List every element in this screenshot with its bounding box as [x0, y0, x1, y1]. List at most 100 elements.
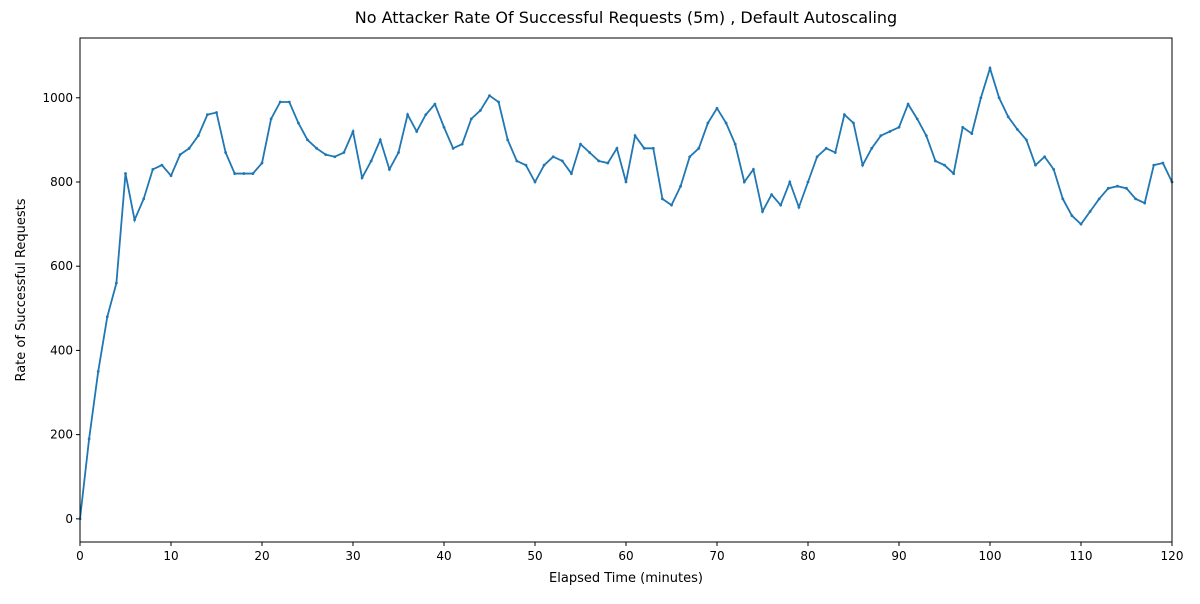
data-point: [888, 130, 892, 133]
data-point: [278, 100, 282, 104]
data-point: [1134, 197, 1137, 201]
data-point: [970, 132, 974, 135]
data-point: [715, 106, 719, 110]
data-point: [770, 193, 773, 197]
data-point: [215, 111, 218, 114]
data-point: [1143, 201, 1147, 205]
x-tick-label: 0: [76, 549, 84, 563]
data-point: [1116, 184, 1119, 188]
data-point: [1088, 210, 1092, 213]
data-point: [551, 155, 555, 159]
data-point: [1070, 214, 1074, 218]
data-point: [451, 146, 455, 150]
data-point: [542, 163, 546, 167]
data-point: [160, 163, 164, 167]
data-point: [924, 134, 928, 138]
data-point: [870, 146, 874, 150]
data-point: [943, 163, 946, 167]
data-point: [369, 159, 373, 163]
data-point: [351, 130, 355, 133]
data-point: [424, 113, 428, 117]
data-line: [79, 65, 1173, 519]
data-point: [442, 125, 446, 129]
data-point: [752, 167, 755, 171]
y-tick-label: 1000: [42, 91, 73, 105]
data-point: [833, 151, 837, 154]
data-point: [988, 66, 992, 70]
data-point: [815, 155, 819, 159]
data-point: [779, 203, 783, 207]
y-tick-label: 800: [50, 175, 73, 189]
x-tick-label: 100: [979, 549, 1002, 563]
data-point: [897, 125, 901, 129]
data-point: [415, 130, 419, 133]
data-point: [242, 172, 246, 175]
data-point: [151, 167, 155, 171]
data-point: [906, 102, 910, 106]
data-point: [597, 159, 601, 163]
data-point: [433, 102, 437, 106]
data-point: [806, 180, 810, 184]
data-point: [306, 138, 309, 142]
data-point: [142, 197, 146, 201]
y-tick-label: 400: [50, 343, 73, 357]
data-point: [615, 146, 619, 150]
data-point: [570, 172, 573, 175]
data-point: [169, 174, 173, 178]
data-point: [469, 117, 473, 121]
data-point: [1043, 155, 1046, 159]
data-point: [843, 113, 846, 117]
data-point: [1006, 115, 1010, 119]
x-tick-label: 30: [345, 549, 360, 563]
data-point: [342, 151, 346, 154]
data-point: [706, 121, 710, 125]
data-point: [642, 146, 646, 150]
data-point: [651, 146, 655, 150]
data-point: [761, 210, 764, 213]
x-tick-label: 80: [800, 549, 815, 563]
data-point: [87, 437, 91, 441]
data-point: [670, 203, 673, 207]
x-tick-label: 50: [527, 549, 542, 563]
data-point: [742, 180, 746, 184]
data-point: [378, 138, 382, 142]
data-point: [879, 134, 883, 138]
data-point: [515, 159, 519, 163]
data-point: [688, 155, 692, 159]
data-point: [260, 161, 264, 165]
data-point: [824, 146, 828, 150]
data-point: [1025, 138, 1028, 142]
data-point: [251, 172, 255, 175]
data-point: [679, 184, 682, 188]
data-point: [206, 113, 209, 117]
plot-frame: [79, 37, 1173, 543]
data-point: [697, 146, 701, 150]
x-tick-label: 120: [1161, 549, 1184, 563]
data-point: [724, 121, 728, 125]
x-tick-label: 110: [1070, 549, 1093, 563]
x-tick-label: 20: [254, 549, 269, 563]
y-tick-label: 200: [50, 428, 73, 442]
data-point: [287, 100, 291, 104]
x-tick-label: 90: [891, 549, 906, 563]
data-point: [133, 218, 137, 222]
data-point: [115, 281, 118, 285]
data-point: [1097, 197, 1101, 201]
data-point: [105, 315, 109, 319]
data-point: [915, 117, 919, 121]
data-point: [388, 167, 391, 171]
x-tick-label: 70: [709, 549, 724, 563]
data-point: [1152, 163, 1156, 167]
data-point: [1052, 167, 1056, 171]
data-point: [661, 197, 664, 201]
data-point: [1079, 222, 1083, 226]
data-point: [360, 176, 364, 180]
x-tick-label: 40: [436, 549, 451, 563]
data-point: [852, 121, 855, 125]
data-point: [333, 155, 337, 159]
data-point: [297, 121, 300, 125]
data-point: [178, 153, 182, 157]
data-point: [96, 370, 100, 373]
data-point: [797, 205, 801, 209]
